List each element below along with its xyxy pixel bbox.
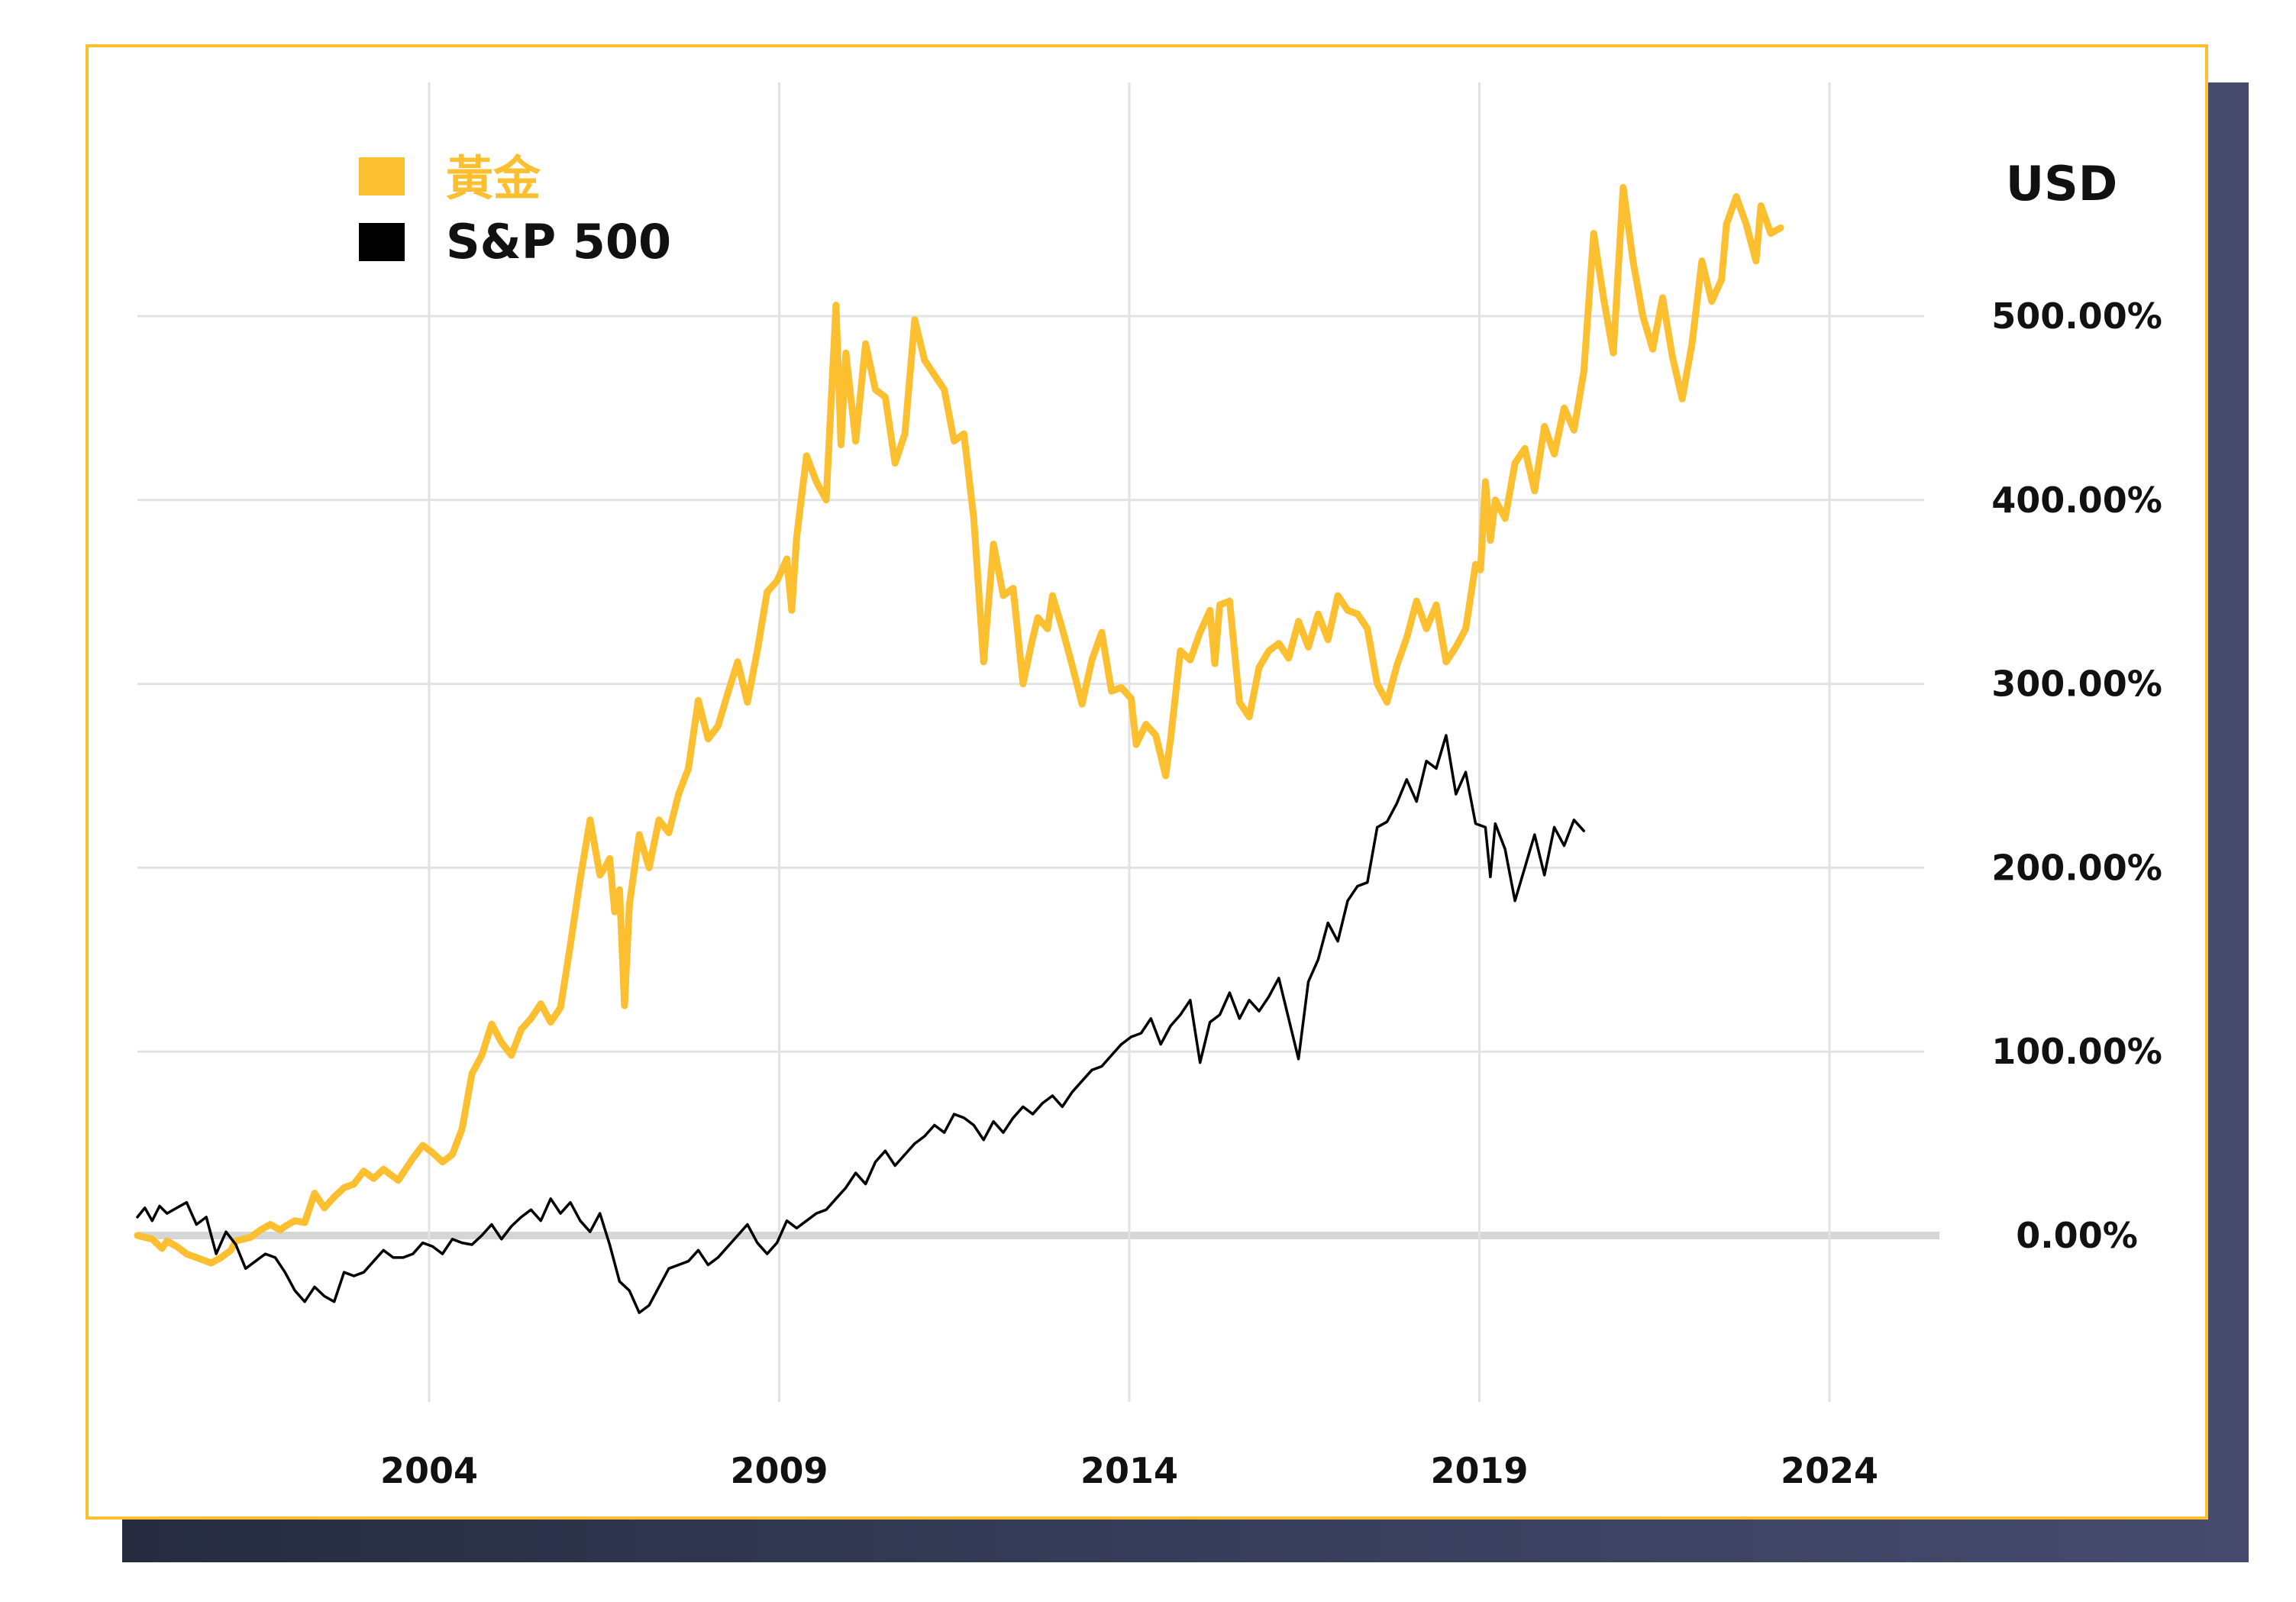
x-tick-label: 2009 [730,1450,828,1491]
x-axis-ticks: 2004 2009 2014 2019 2024 [380,1450,1878,1491]
y-tick-label: 100.00% [1991,1031,2162,1072]
series-line-sp500 [136,734,1586,1314]
y-axis-ticks: 0.00% 100.00% 200.00% 300.00% 400.00% 500.00% [1991,296,2162,1256]
y-tick-label: 400.00% [1991,480,2162,521]
x-tick-label: 2019 [1430,1450,1528,1491]
series-line-gold [134,183,1784,1267]
y-tick-label: 200.00% [1991,847,2162,888]
y-tick-label: 300.00% [1991,664,2162,705]
legend-swatch-sp500 [359,223,405,261]
legend-swatch-gold [359,157,405,195]
y-tick-label: 500.00% [1991,296,2162,337]
x-tick-label: 2014 [1080,1450,1178,1491]
grid [137,82,1939,1402]
unit-label: USD [2006,156,2117,212]
series-lines [134,183,1784,1314]
x-tick-label: 2024 [1781,1450,1878,1491]
x-tick-label: 2004 [380,1450,478,1491]
y-tick-label: 0.00% [2016,1215,2138,1256]
legend-label-sp500: S&P 500 [446,214,671,270]
legend: 黃金 S&P 500 [359,150,671,270]
chart-card [86,44,2208,1520]
legend-label-gold: 黃金 [446,150,541,206]
